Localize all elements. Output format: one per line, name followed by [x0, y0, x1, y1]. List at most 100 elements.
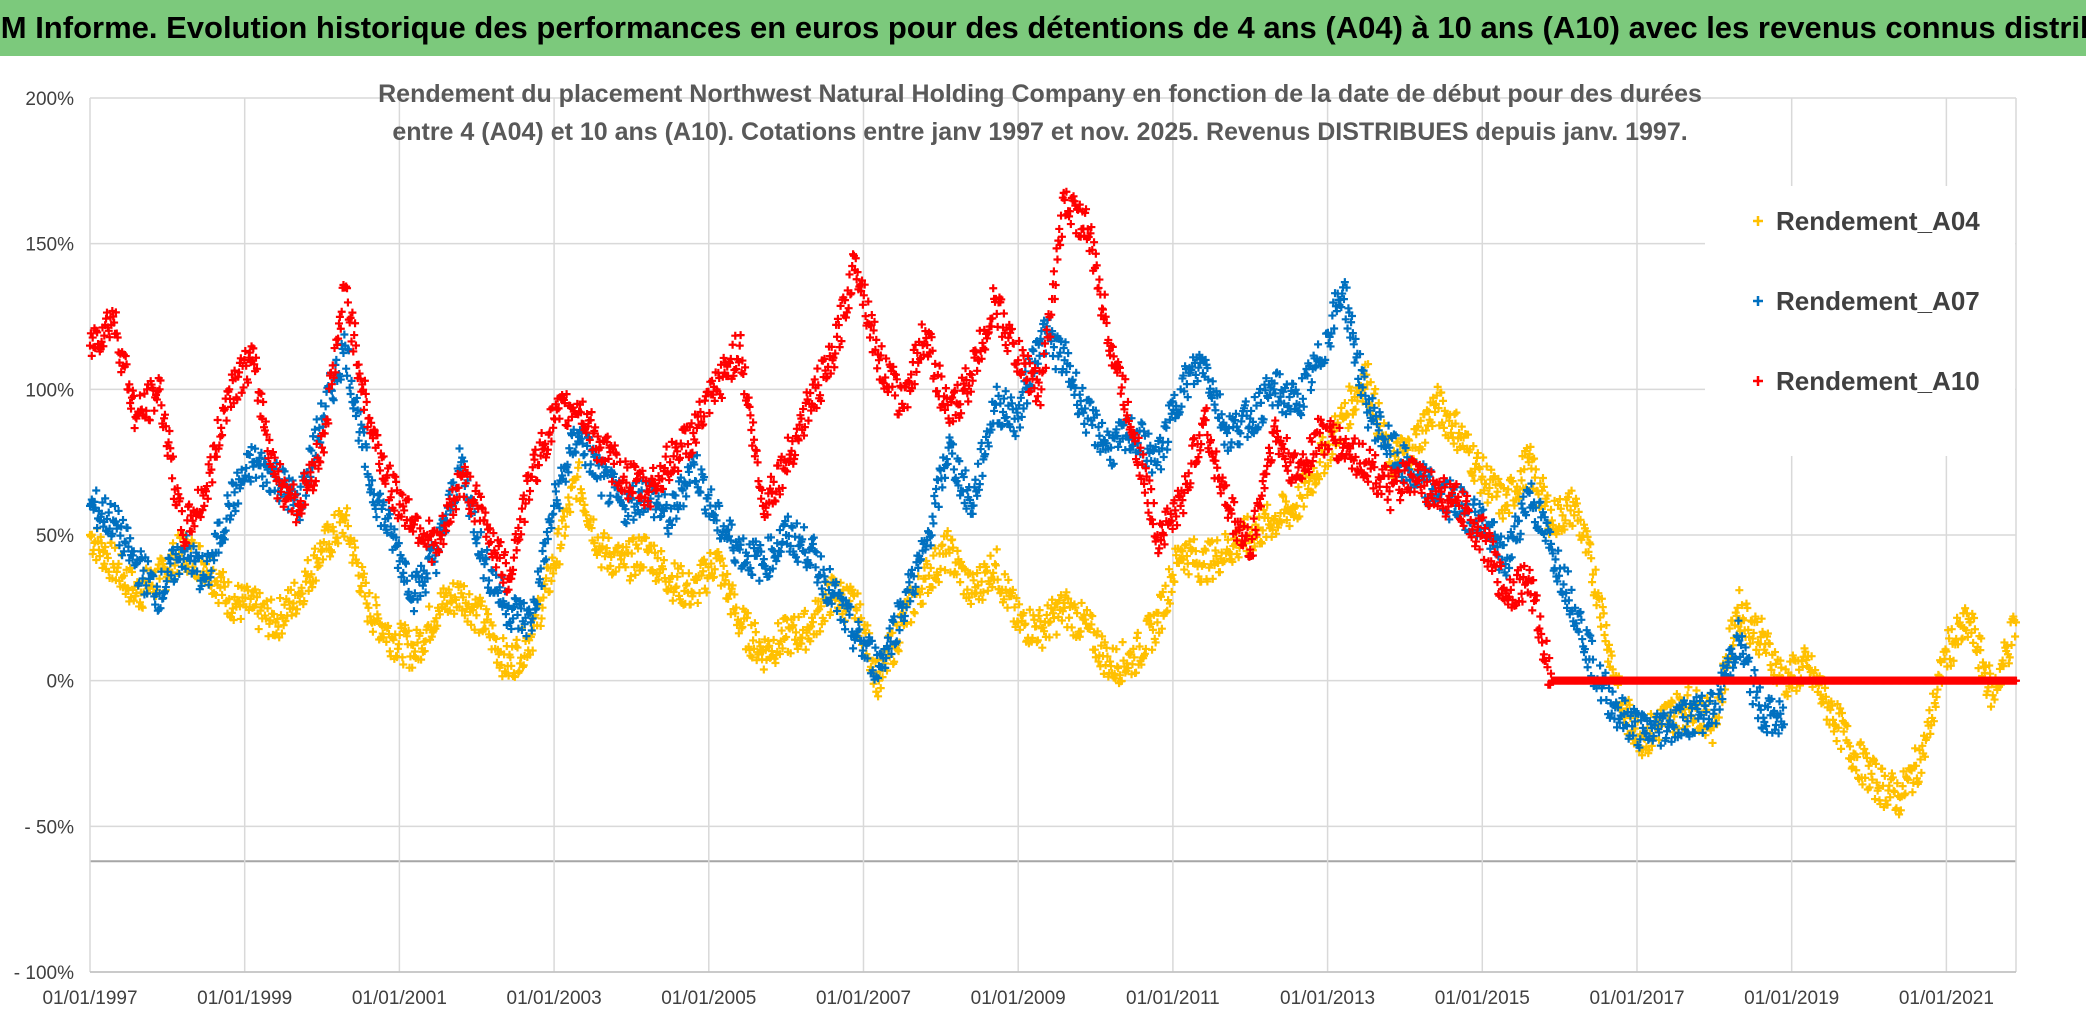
data-point [1049, 614, 1058, 623]
data-point [614, 541, 623, 550]
data-point [365, 589, 374, 598]
data-point [721, 576, 730, 585]
data-point [1021, 619, 1030, 628]
report-banner-title: ADAM Informe. Evolution historique des p… [0, 0, 2086, 58]
data-point [507, 661, 516, 670]
data-point [1057, 591, 1066, 600]
data-point [1096, 662, 1105, 671]
data-point [384, 621, 393, 630]
y-tick-label: 150% [25, 235, 74, 256]
data-point [364, 603, 373, 612]
data-point [1180, 565, 1189, 574]
data-point [564, 493, 573, 502]
data-point [888, 628, 897, 637]
data-point [361, 578, 370, 587]
x-tick-label: 01/01/2017 [1589, 988, 1684, 1009]
data-point [872, 687, 881, 696]
data-point [626, 572, 635, 581]
data-point [1170, 577, 1179, 586]
data-point [281, 616, 290, 625]
data-point [1040, 627, 1049, 636]
data-point [1137, 660, 1146, 669]
data-point [252, 600, 261, 609]
data-point [497, 660, 506, 669]
data-point [276, 594, 285, 603]
data-point [700, 555, 709, 564]
data-point [342, 511, 351, 520]
data-point [1117, 677, 1126, 686]
data-point [692, 576, 701, 585]
data-point [1153, 618, 1162, 627]
data-point [459, 582, 468, 591]
y-tick-label: 50% [36, 526, 74, 547]
data-point [499, 634, 508, 643]
data-point [536, 621, 545, 630]
data-point [670, 559, 679, 568]
data-point [1015, 625, 1024, 634]
data-point [319, 538, 328, 547]
data-point [1155, 628, 1164, 637]
y-tick-label: 200% [25, 89, 74, 110]
x-tick-label: 01/01/2011 [1126, 988, 1220, 1009]
data-point [1085, 624, 1094, 633]
data-point [277, 629, 286, 638]
data-point [322, 544, 331, 553]
data-point [991, 561, 1000, 570]
data-point [673, 572, 682, 581]
data-point [602, 544, 611, 553]
data-point [220, 582, 229, 591]
data-point [382, 637, 391, 646]
x-tick-label: 01/01/2015 [1435, 988, 1530, 1009]
data-point [1008, 585, 1017, 594]
data-point [1030, 615, 1039, 624]
data-point [87, 530, 96, 539]
data-point [907, 618, 916, 627]
data-point [340, 532, 349, 541]
data-point [826, 608, 835, 617]
data-point [285, 597, 294, 606]
data-point [372, 601, 381, 610]
data-point [1135, 642, 1144, 651]
data-point [560, 531, 569, 540]
y-tick-label: 100% [25, 380, 74, 401]
data-point [1148, 625, 1157, 634]
data-point [318, 555, 327, 564]
data-point [470, 625, 479, 634]
data-point [554, 524, 563, 533]
data-point [95, 552, 104, 561]
data-point [566, 507, 575, 516]
points-layer [86, 187, 2020, 819]
data-point [537, 614, 546, 623]
data-point [492, 658, 501, 667]
data-point [683, 579, 692, 588]
data-point [303, 556, 312, 565]
data-point [510, 673, 519, 682]
data-point [488, 621, 497, 630]
data-point [965, 593, 974, 602]
data-point [1165, 599, 1174, 608]
data-point [420, 647, 429, 656]
data-point [263, 604, 272, 613]
data-point [379, 633, 388, 642]
x-tick-label: 01/01/2009 [971, 988, 1066, 1009]
data-point [559, 512, 568, 521]
data-point [977, 577, 986, 586]
data-point [458, 606, 467, 615]
data-point [395, 631, 404, 640]
data-point [103, 553, 112, 562]
data-point [627, 549, 636, 558]
data-point [856, 600, 865, 609]
data-point [1098, 632, 1107, 641]
data-point [1133, 628, 1142, 637]
data-point [138, 603, 147, 612]
data-point [966, 599, 975, 608]
x-tick-label: 01/01/2001 [352, 988, 447, 1009]
data-point [327, 548, 336, 557]
data-point [791, 628, 800, 637]
data-point [439, 584, 448, 593]
data-point [1151, 638, 1160, 647]
data-point [697, 571, 706, 580]
data-point [1111, 674, 1120, 683]
data-point [993, 575, 1002, 584]
data-point [657, 547, 666, 556]
